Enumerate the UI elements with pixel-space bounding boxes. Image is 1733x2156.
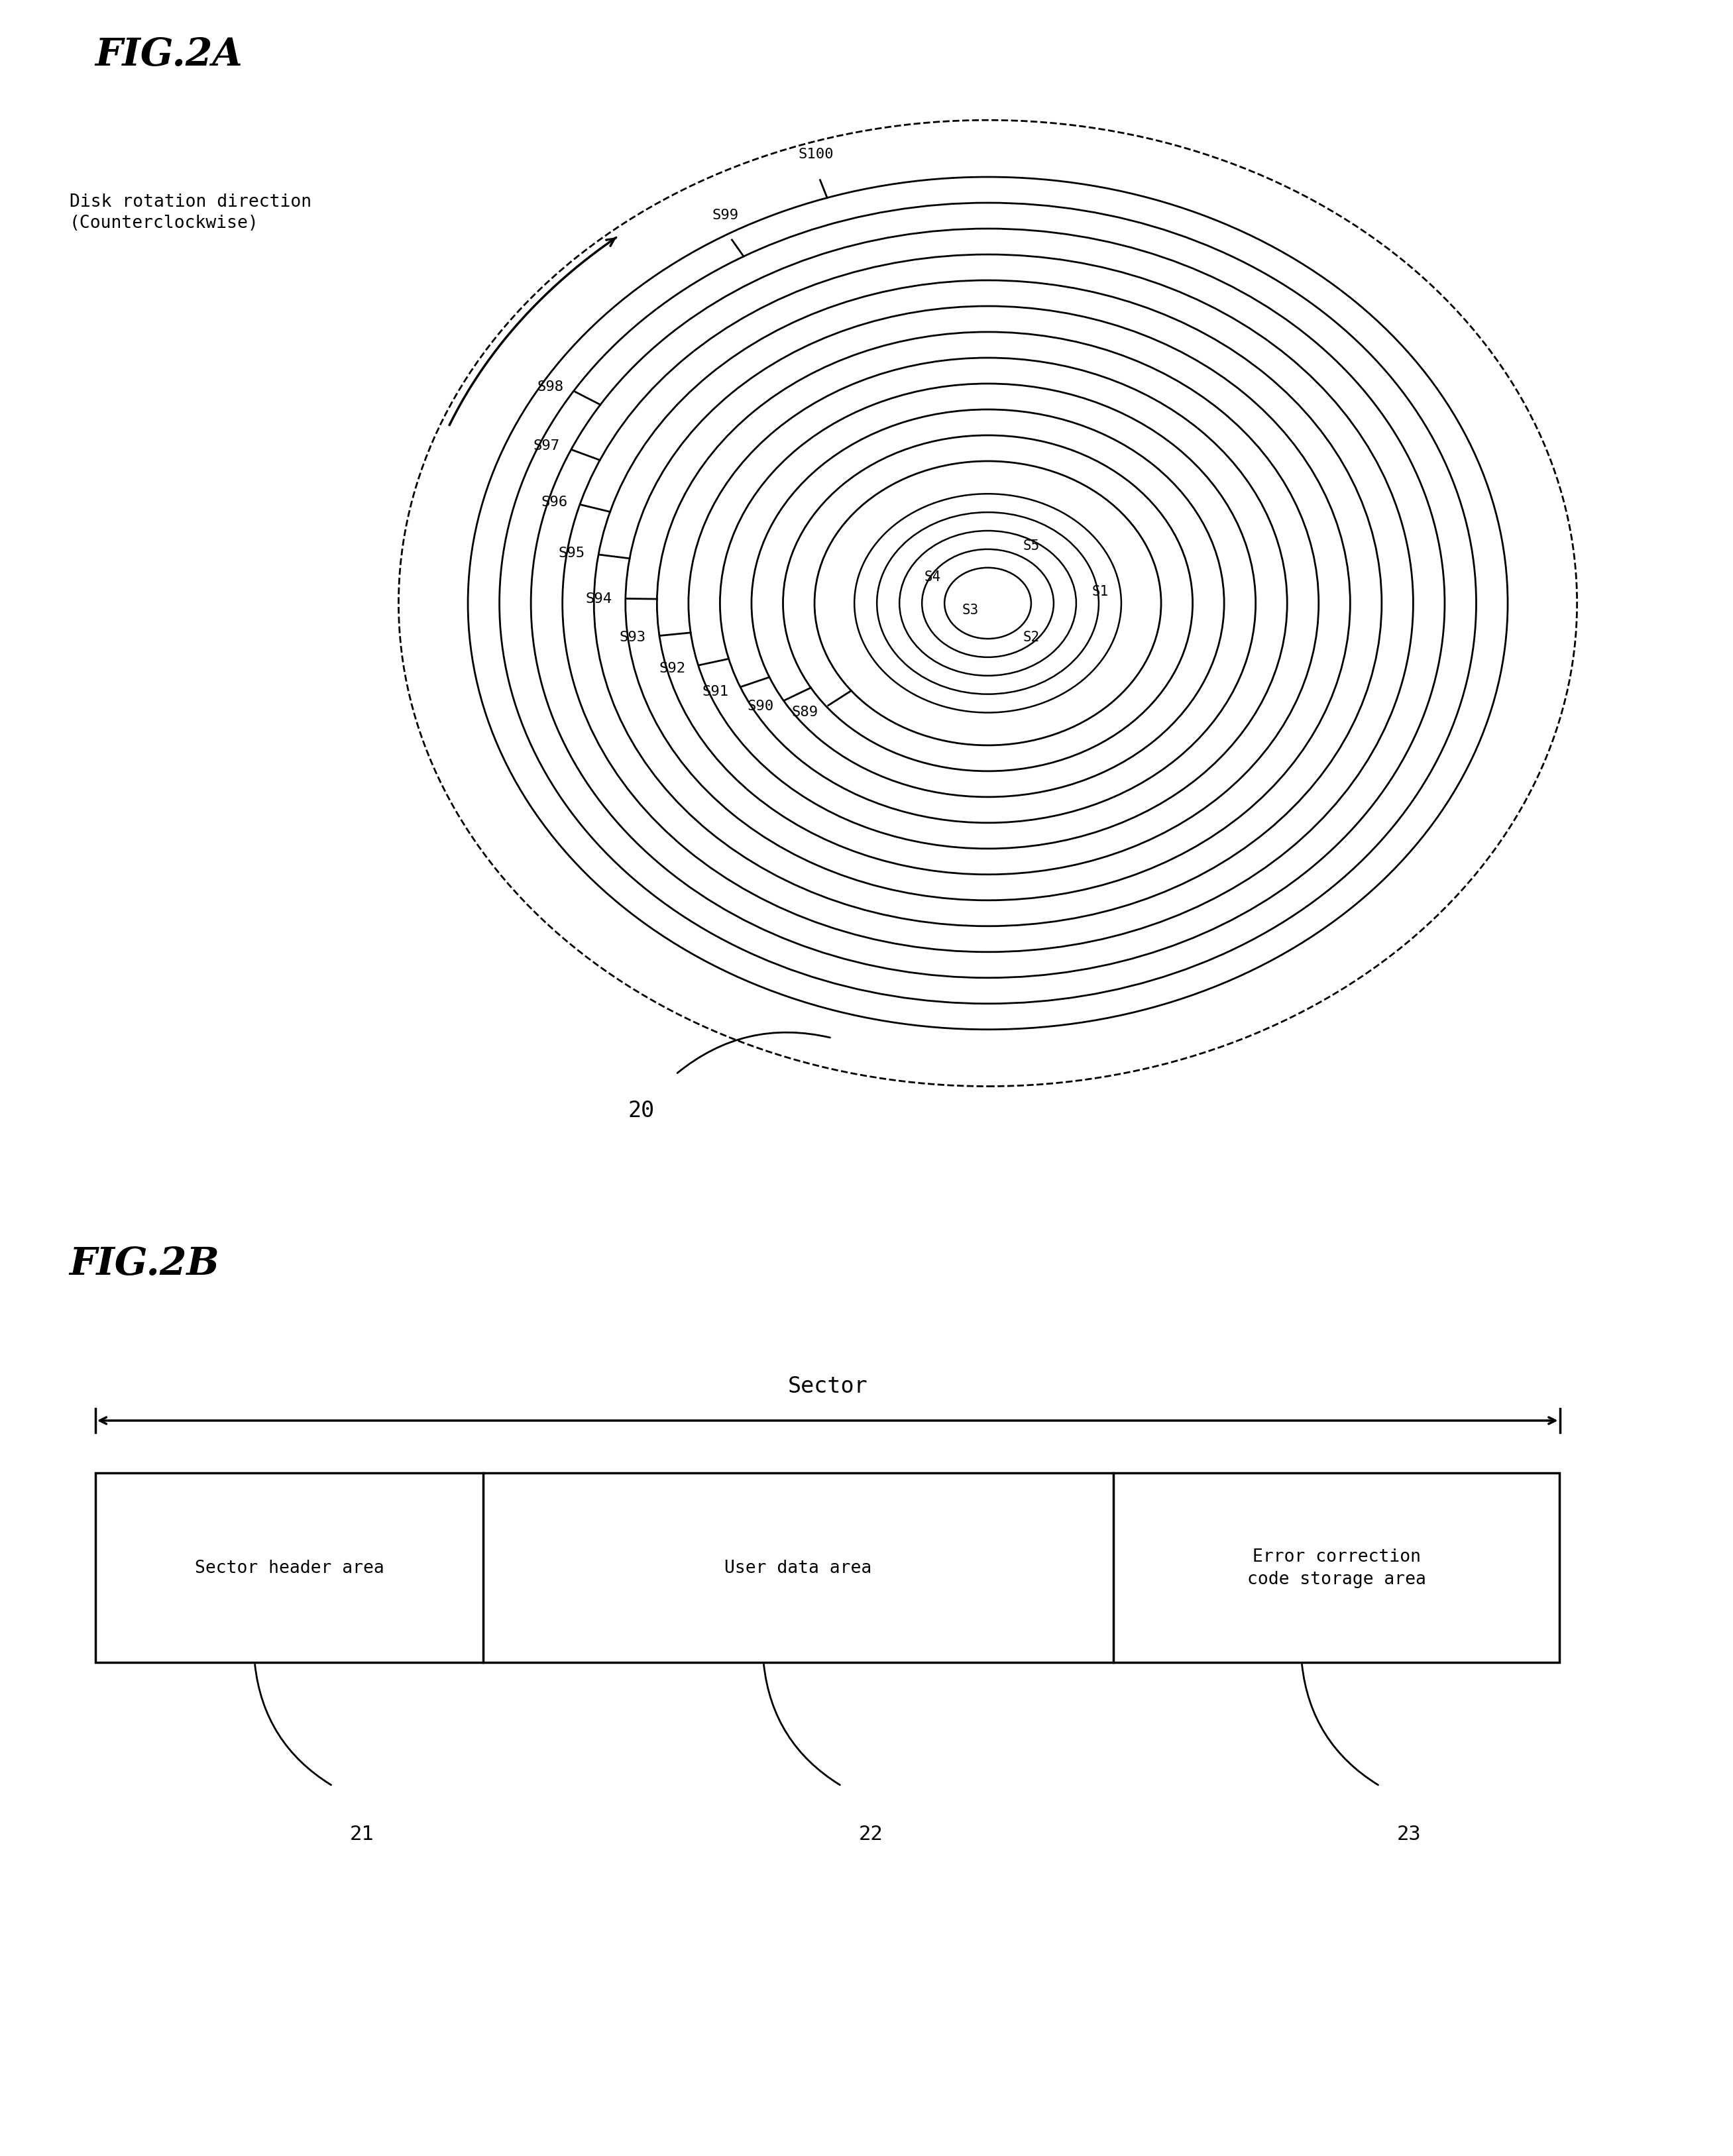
Text: S97: S97 (534, 440, 560, 453)
Text: S98: S98 (537, 379, 563, 392)
Text: S3: S3 (962, 604, 979, 617)
Text: 20: 20 (627, 1100, 655, 1121)
Text: Disk rotation direction
(Counterclockwise): Disk rotation direction (Counterclockwis… (69, 194, 312, 231)
Text: S94: S94 (586, 593, 612, 606)
Text: S95: S95 (558, 548, 586, 561)
Text: S90: S90 (747, 699, 773, 711)
Text: 22: 22 (860, 1824, 884, 1843)
Text: User data area: User data area (724, 1559, 872, 1576)
Text: FIG.2A: FIG.2A (95, 37, 243, 73)
Text: Sector: Sector (787, 1376, 868, 1397)
Text: S5: S5 (1022, 539, 1040, 552)
Text: S91: S91 (702, 686, 730, 699)
Text: S2: S2 (1022, 632, 1040, 645)
Text: S99: S99 (712, 209, 738, 222)
Text: S100: S100 (799, 147, 834, 162)
Text: S93: S93 (619, 632, 646, 645)
Text: S1: S1 (1092, 584, 1109, 597)
Text: Error correction
code storage area: Error correction code storage area (1248, 1548, 1426, 1587)
Text: S4: S4 (924, 571, 941, 584)
Bar (95, 1473, 1560, 1662)
Text: S89: S89 (792, 705, 818, 718)
Text: Sector header area: Sector header area (194, 1559, 385, 1576)
Text: FIG.2B: FIG.2B (69, 1246, 220, 1283)
Text: 21: 21 (350, 1824, 374, 1843)
Text: 23: 23 (1397, 1824, 1421, 1843)
Text: S92: S92 (659, 662, 686, 675)
Text: S96: S96 (541, 496, 567, 509)
